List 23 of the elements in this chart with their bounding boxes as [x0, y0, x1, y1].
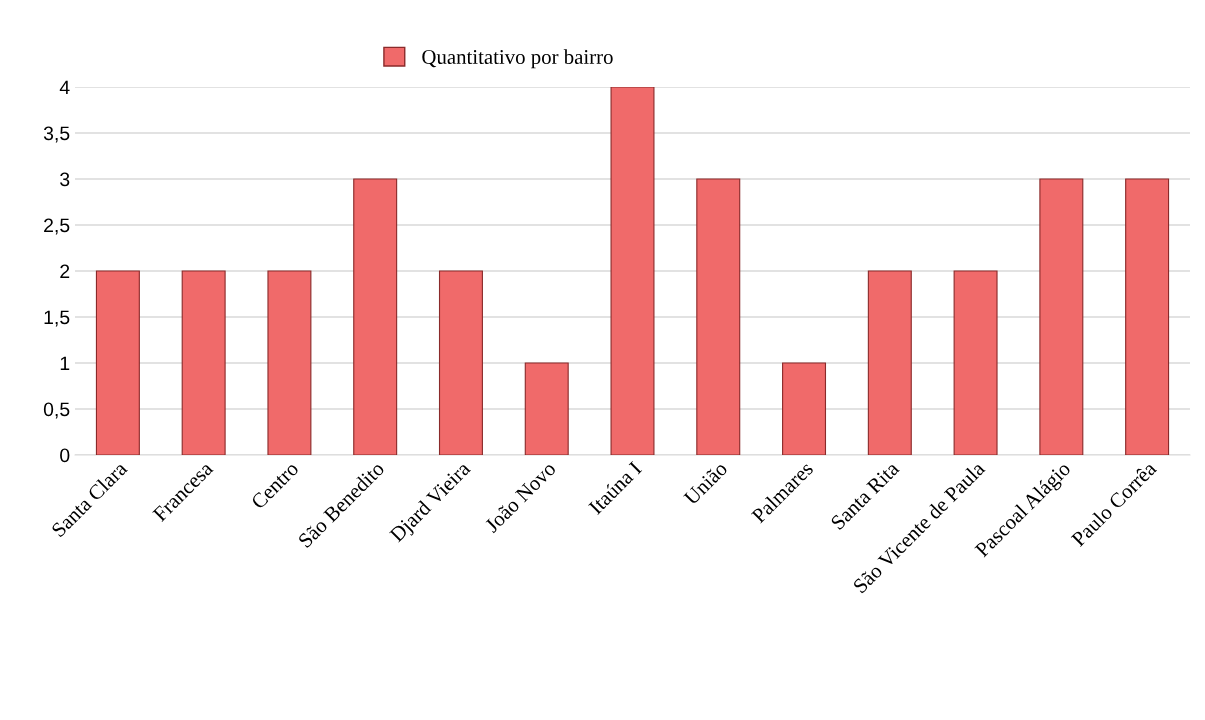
bar: [1039, 178, 1084, 455]
legend-label: Quantitativo por bairro: [422, 49, 613, 69]
y-tick-label: 0,5: [43, 402, 70, 419]
bar: [353, 178, 398, 455]
y-tick-label: 4: [59, 80, 70, 95]
y-tick-label: 0: [60, 448, 70, 463]
bar: [181, 270, 226, 455]
y-tick-label: 3,5: [43, 126, 70, 143]
bar: [782, 362, 827, 455]
bar: [1125, 178, 1170, 455]
y-tick-label: 2,5: [44, 218, 70, 235]
y-tick-label: 3: [60, 172, 70, 187]
bar: [95, 270, 140, 455]
bar: [867, 270, 912, 455]
bar: [696, 178, 741, 455]
y-tick-label: 1: [60, 356, 70, 371]
bar: [267, 270, 312, 455]
bar: [438, 270, 483, 455]
bar: [953, 270, 998, 455]
bar: [610, 87, 655, 455]
y-tick-label: 1,5: [44, 310, 70, 327]
bar: [524, 362, 569, 455]
y-tick-label: 2: [60, 264, 70, 279]
